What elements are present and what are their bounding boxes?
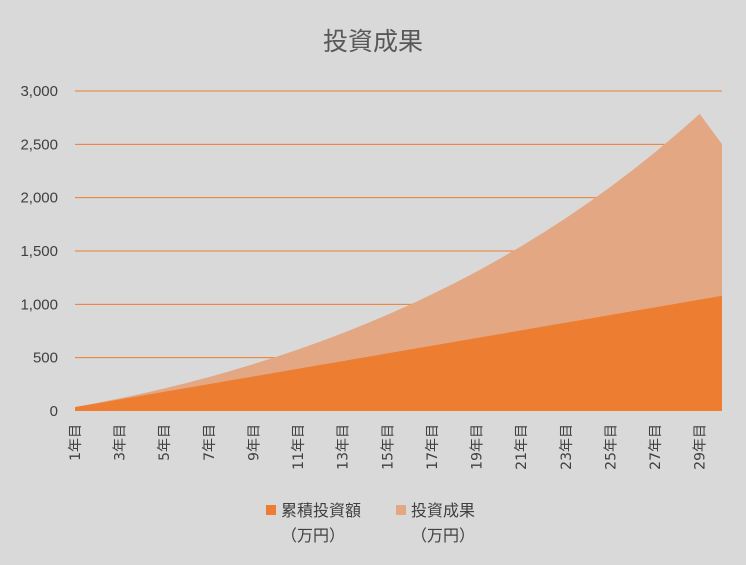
legend-unit: （万円） bbox=[411, 526, 475, 545]
legend-label: 累積投資額 bbox=[281, 501, 361, 520]
area-series-1 bbox=[75, 295, 722, 411]
y-tick-label: 1,000 bbox=[20, 296, 58, 313]
x-tick-label: 19年目 bbox=[470, 424, 486, 470]
x-tick-label: 25年目 bbox=[603, 424, 619, 470]
x-tick-label: 27年目 bbox=[648, 424, 664, 470]
legend-unit: （万円） bbox=[281, 526, 345, 545]
y-tick-label: 500 bbox=[33, 350, 58, 367]
x-tick-label: 21年目 bbox=[514, 424, 530, 470]
x-tick-label: 9年目 bbox=[247, 424, 263, 461]
legend-label: 投資成果 bbox=[411, 501, 475, 520]
x-tick-label: 13年目 bbox=[336, 424, 352, 470]
x-tick-label: 23年目 bbox=[559, 424, 575, 470]
y-tick-label: 2,000 bbox=[20, 190, 58, 207]
x-tick-label: 5年目 bbox=[157, 424, 173, 461]
y-tick-label: 1,500 bbox=[20, 243, 58, 260]
plot-areas bbox=[75, 113, 722, 412]
legend-swatch bbox=[266, 505, 276, 515]
x-tick-label: 15年目 bbox=[380, 424, 396, 470]
y-tick-label: 3,000 bbox=[20, 83, 58, 100]
x-axis: 1年目 3年目 5年目 7年目 9年目 11年目 13年目 15年目 17年目 19年目 21年目 2… bbox=[68, 424, 709, 470]
y-tick-label: 2,500 bbox=[20, 136, 58, 153]
x-tick-label: 11年目 bbox=[291, 424, 307, 470]
x-tick-label: 7年目 bbox=[202, 424, 218, 461]
y-tick-label: 0 bbox=[50, 403, 58, 420]
chart-title: 投資成果 bbox=[323, 27, 423, 56]
x-tick-label: 1年目 bbox=[68, 424, 84, 461]
legend: 累積投資額 （万円） 投資成果 （万円） bbox=[266, 501, 475, 545]
y-axis: 0 500 1,000 1,500 2,000 2,500 3,000 bbox=[20, 83, 58, 420]
x-tick-label: 29年目 bbox=[693, 424, 709, 470]
legend-swatch bbox=[396, 505, 406, 515]
x-tick-label: 3年目 bbox=[113, 424, 129, 461]
x-tick-label: 17年目 bbox=[425, 424, 441, 470]
